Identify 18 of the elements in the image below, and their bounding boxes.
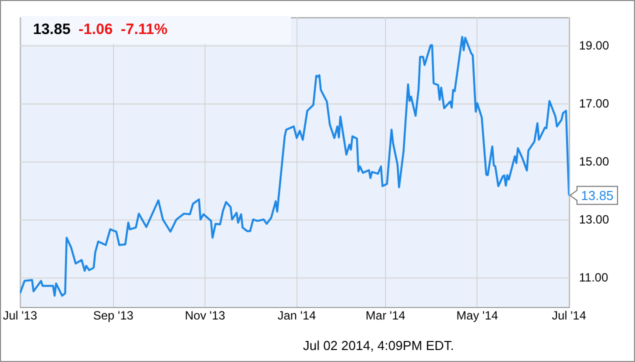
text: Jul 02 2014, 4:09PM EDT.: [302, 338, 454, 353]
annotation: 13.85: [581, 188, 614, 204]
annotation: 13.85: [33, 21, 71, 38]
annotation: -1.06: [78, 21, 113, 38]
y-tick-label: 17.00: [579, 96, 610, 110]
y-tick-label: 19.00: [579, 38, 610, 52]
y-tick-label: 15.00: [579, 154, 610, 168]
y-tick-label: 11.00: [579, 270, 608, 284]
x-tick-label: Nov '13: [184, 308, 226, 323]
x-tick-label: Sep '13: [93, 308, 134, 323]
x-tick-label: Mar '14: [366, 308, 406, 323]
y-tick-label: 13.00: [579, 212, 610, 226]
x-tick-label: Jan '14: [278, 308, 316, 323]
quote-header-panel: 13.85 -1.06 -7.11%: [21, 16, 291, 44]
x-tick-label: Jul '14: [552, 308, 586, 323]
x-tick-label: May '14: [456, 308, 498, 323]
x-tick-label: Jul '13: [2, 308, 38, 323]
annotation: -7.11%: [120, 21, 168, 38]
